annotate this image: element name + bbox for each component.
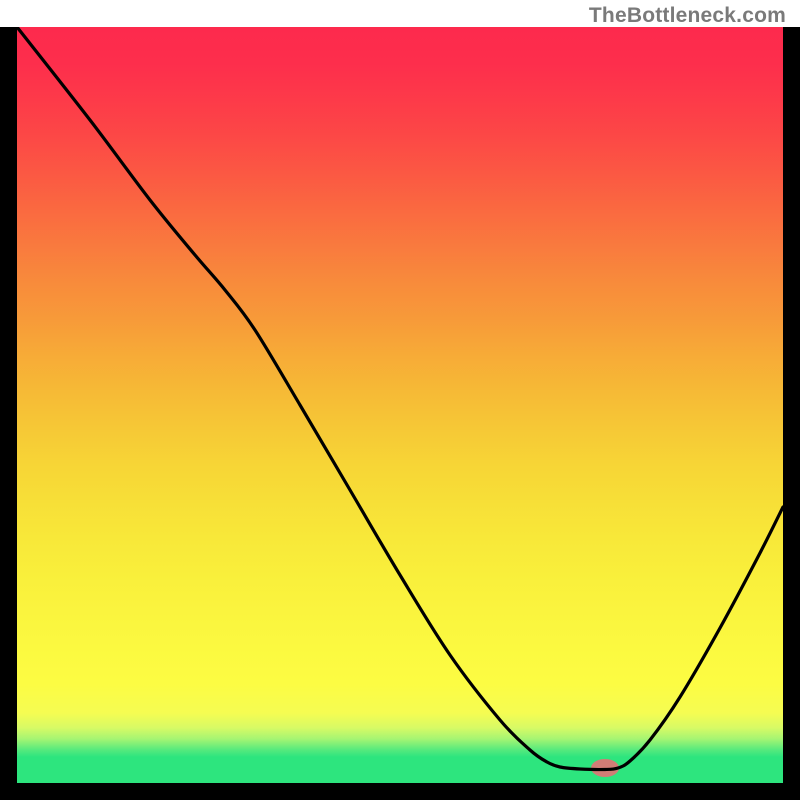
bottleneck-chart — [0, 0, 800, 800]
chart-container: TheBottleneck.com — [0, 0, 800, 800]
watermark-text: TheBottleneck.com — [589, 4, 786, 28]
